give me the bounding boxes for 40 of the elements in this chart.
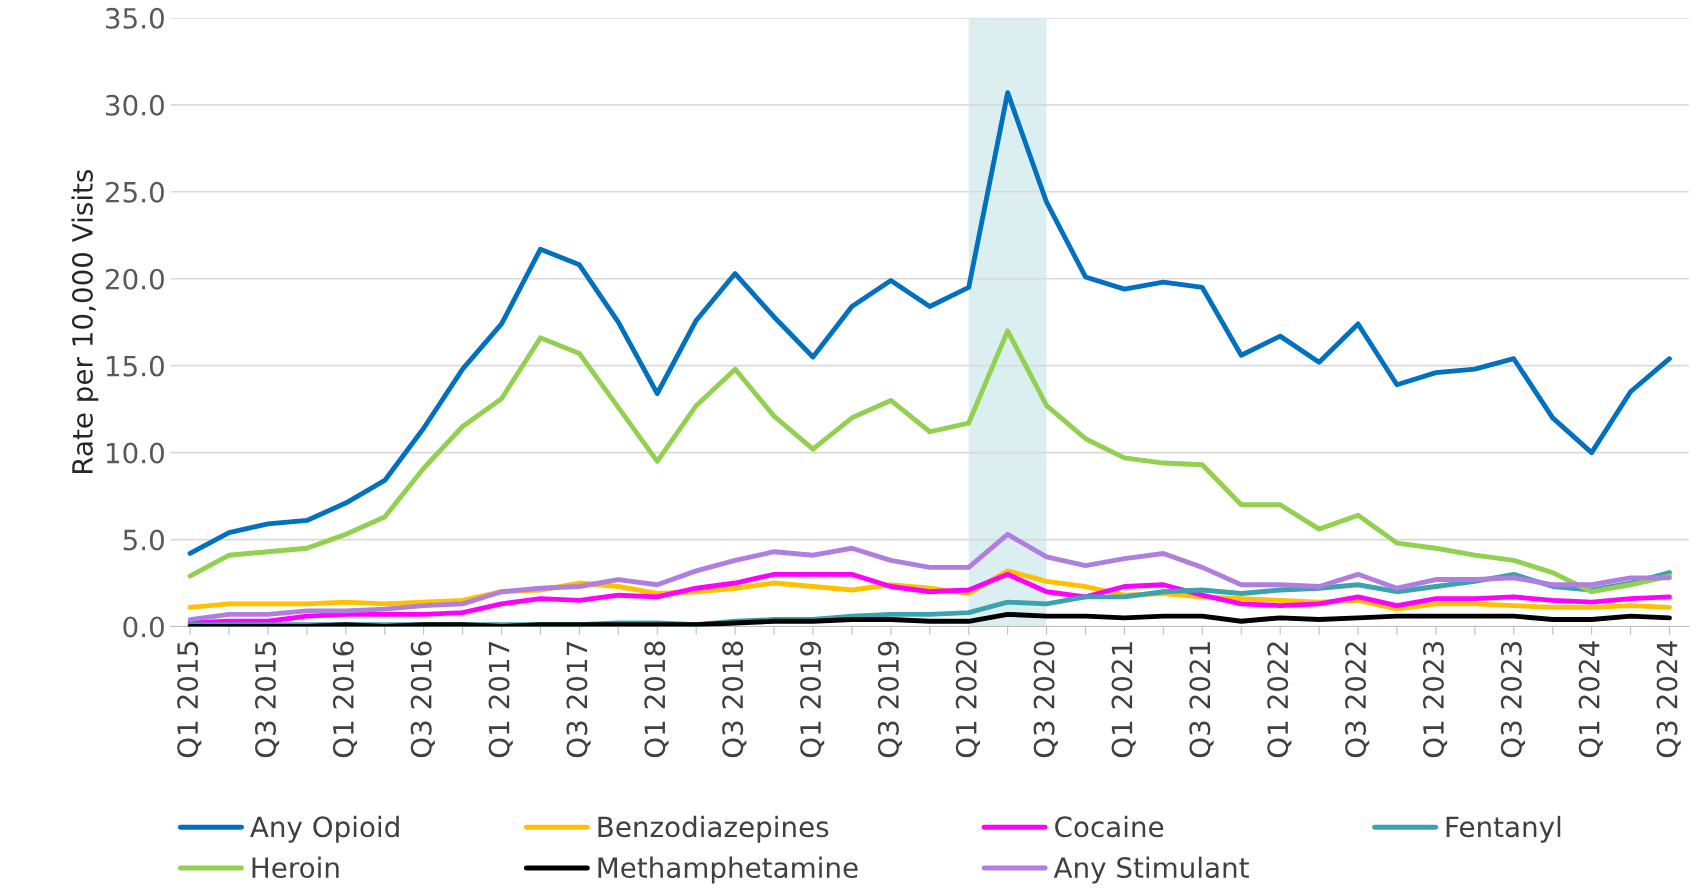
line-series — [187, 90, 1672, 556]
x-tick-label: Q3 2018 — [722, 641, 747, 758]
y-tick-label: 0.0 — [123, 616, 164, 638]
x-tick-label: Q3 2024 — [1656, 641, 1681, 758]
x-tick-label: Q1 2020 — [955, 641, 980, 758]
x-tick-label: Q1 2021 — [1111, 642, 1136, 758]
x-tick-label: Q1 2024 — [1578, 641, 1603, 758]
y-tick-label: 30.0 — [106, 94, 164, 116]
x-tick-label: Q3 2021 — [1189, 642, 1214, 758]
x-tick-label: Q3 2020 — [1033, 641, 1058, 758]
legend-label: Fentanyl — [1446, 815, 1561, 843]
legend-label: Heroin — [252, 856, 339, 879]
line-series — [187, 611, 1672, 627]
y-tick-label: 20.0 — [105, 268, 164, 290]
x-tick-label: Q3 2015 — [254, 642, 280, 758]
legend-label: Any Stimulant — [1053, 856, 1249, 884]
y-tick-label: 10.0 — [106, 442, 164, 464]
x-tick-label: Q1 2022 — [1267, 642, 1292, 758]
y-tick-label: 15.0 — [106, 355, 164, 377]
y-tick-label: 5.0 — [123, 529, 164, 551]
legend-label: Benzodiazepines — [598, 815, 829, 843]
y-tick-label: 35.0 — [106, 7, 164, 29]
x-tick-label: Q3 2017 — [566, 642, 591, 758]
line-series — [187, 531, 1672, 622]
legend-label: Any Opioid — [250, 815, 399, 843]
x-tick-label: Q1 2016 — [332, 641, 358, 758]
line-series — [187, 328, 1672, 595]
x-tick-label: Q3 2023 — [1500, 641, 1525, 758]
x-tick-label: Q3 2019 — [877, 641, 903, 758]
x-tick-label: Q3 2022 — [1345, 642, 1370, 758]
x-tick-label: Q3 2016 — [410, 641, 435, 758]
legend-label: Cocaine — [1055, 815, 1164, 838]
y-axis-title: Rate per 10,000 Visits — [71, 169, 99, 474]
x-tick-label: Q1 2019 — [800, 641, 825, 758]
legend-label: Methamphetamine — [598, 856, 858, 884]
y-tick-label: 25.0 — [105, 181, 164, 203]
x-tick-label: Q1 2018 — [644, 641, 669, 758]
x-tick-label: Q1 2023 — [1422, 641, 1448, 758]
x-tick-label: Q1 2017 — [488, 642, 513, 758]
x-tick-label: Q1 2015 — [177, 642, 202, 758]
